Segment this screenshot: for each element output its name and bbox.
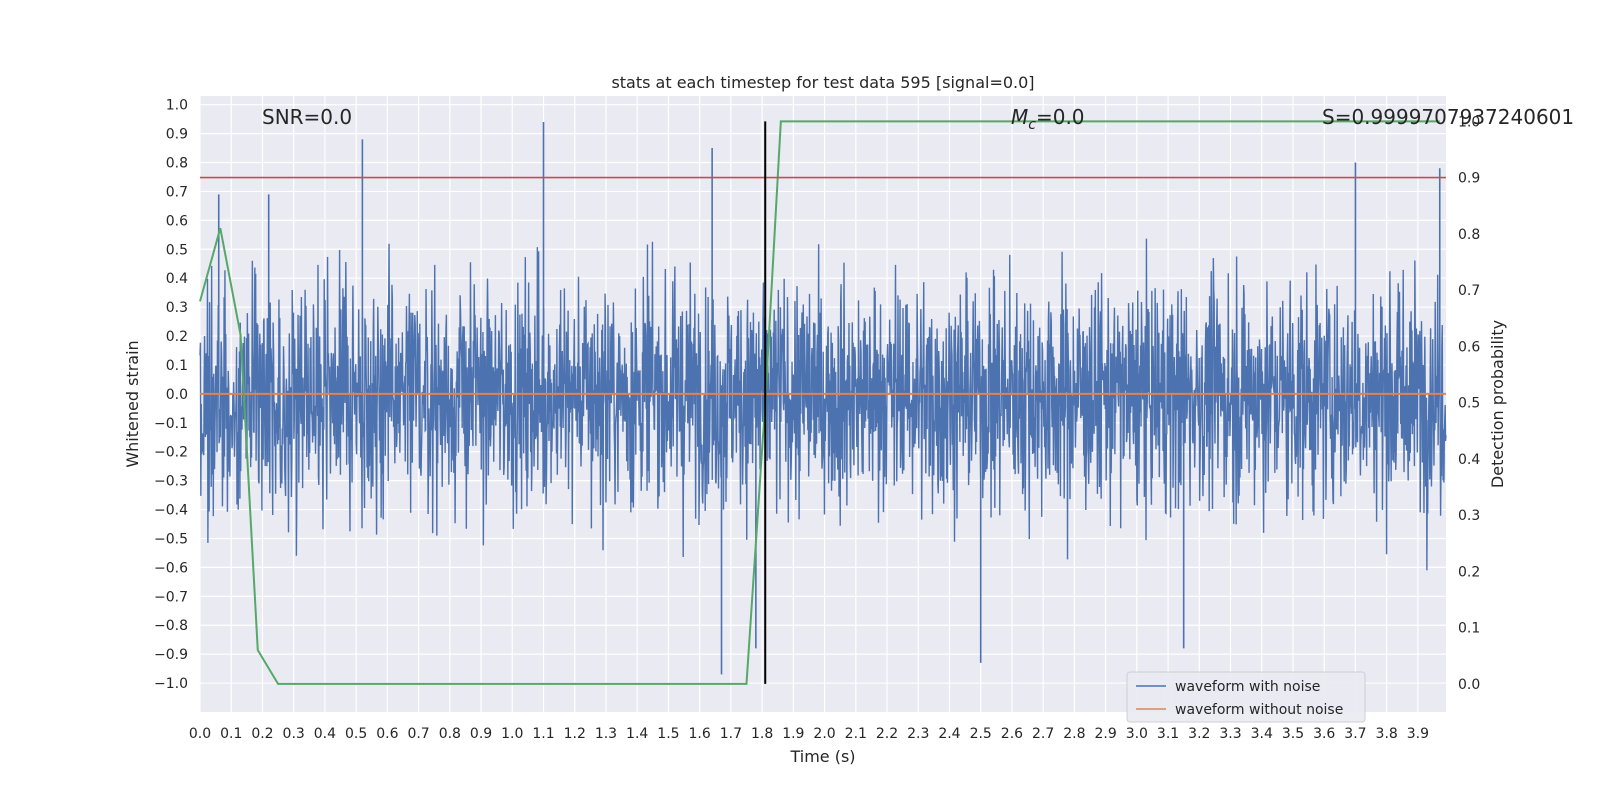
x-tick-label: 2.7 [1032,726,1054,742]
x-tick-label: 0.1 [220,726,242,742]
y2-tick-label: 0.9 [1458,171,1480,187]
y-tick-label: −0.7 [154,589,188,605]
y2-tick-label: 0.2 [1458,564,1480,580]
series-waveform-with-noise [199,122,1447,675]
y-tick-label: 0.0 [166,387,188,403]
mc-subscript: c [1028,117,1036,133]
x-tick-label: 2.0 [813,726,835,742]
y-tick-label: −0.9 [154,647,188,663]
y-tick-label: 0.4 [166,271,188,287]
y-tick-label: −0.3 [154,474,188,490]
x-tick-label: 2.6 [1001,726,1023,742]
y-tick-label: −1.0 [154,676,188,692]
x-tick-label: 0.3 [283,726,305,742]
x-tick-label: 3.5 [1282,726,1304,742]
x-tick-label: 0.0 [189,726,211,742]
y-tick-label: 0.5 [166,242,188,258]
y-tick-label: −0.6 [154,560,188,576]
x-tick-label: 0.6 [376,726,398,742]
noise-trace [199,238,1447,571]
legend-label-clean: waveform without noise [1175,702,1343,718]
x-tick-label: 2.8 [1063,726,1085,742]
x-tick-label: 3.8 [1376,726,1398,742]
y-tick-label: 0.9 [166,127,188,143]
y2-tick-label: 0.1 [1458,621,1480,637]
reference-lines [200,121,1446,684]
mc-value: =0.0 [1036,105,1085,129]
y-ticks: 1.0 0.9 0.8 0.7 0.6 0.5 0.4 0.3 0.2 0.1 0.0 −0.1 −0.… [154,98,188,692]
y2-tick-label: 0.3 [1458,508,1480,524]
y2-tick-label: 0.4 [1458,452,1480,468]
probability-trace [199,120,1440,685]
s-annotation: S=0.9999707937240601 [1322,105,1574,129]
x-tick-label: 1.7 [720,726,742,742]
x-tick-label: 1.2 [564,726,586,742]
y-tick-label: 0.7 [166,184,188,200]
x-tick-label: 2.5 [970,726,992,742]
y-axis-label: Whitened strain [123,340,142,467]
mc-annotation: Mc=0.0 [1011,105,1085,133]
x-tick-label: 3.4 [1251,726,1273,742]
y-tick-label: −0.1 [154,416,188,432]
x-tick-label: 3.6 [1313,726,1335,742]
y2-tick-label: 0.8 [1458,227,1480,243]
x-axis-label: Time (s) [789,747,855,766]
x-tick-label: 1.0 [501,726,523,742]
x-tick-label: 2.1 [845,726,867,742]
x-tick-label: 2.4 [938,726,960,742]
x-tick-label: 1.6 [689,726,711,742]
legend-box [1126,671,1366,723]
snr-annotation: SNR=0.0 [262,105,352,129]
y-tick-label: 0.6 [166,213,188,229]
x-tick-label: 2.9 [1094,726,1116,742]
x-tick-label: 0.2 [251,726,273,742]
chart-title: stats at each timestep for test data 595… [611,73,1034,92]
x-tick-label: 1.8 [751,726,773,742]
x-tick-label: 3.7 [1344,726,1366,742]
y-tick-label: 1.0 [166,98,188,114]
y-tick-label: 0.8 [166,156,188,172]
x-tick-label: 1.1 [532,726,554,742]
legend: waveform with noise waveform without noi… [1126,671,1366,723]
x-tick-label: 0.9 [470,726,492,742]
y2-axis-label: Detection probability [1488,320,1507,488]
legend-label-noise: waveform with noise [1175,679,1320,695]
x-tick-label: 2.3 [907,726,929,742]
y-tick-label: 0.1 [166,358,188,374]
x-tick-label: 1.3 [595,726,617,742]
mc-symbol: M [1011,105,1028,129]
y-tick-label: −0.4 [154,503,188,519]
x-tick-label: 1.9 [782,726,804,742]
x-tick-label: 0.5 [345,726,367,742]
x-tick-label: 3.9 [1407,726,1429,742]
y-tick-label: −0.8 [154,618,188,634]
series-detection-probability [199,120,1440,685]
y2-tick-label: 0.6 [1458,339,1480,355]
x-ticks: 0.0 0.1 0.2 0.3 0.4 0.5 0.6 0.7 0.8 0.9 1.0 1.1 1.2 1… [189,726,1429,742]
x-tick-label: 1.4 [626,726,648,742]
x-tick-label: 3.3 [1219,726,1241,742]
y-tick-label: −0.2 [154,445,188,461]
y2-tick-label: 0.5 [1458,396,1480,412]
y2-tick-label: 0.7 [1458,283,1480,299]
y-tick-label: 0.3 [166,300,188,316]
x-tick-label: 3.2 [1188,726,1210,742]
x-tick-label: 1.5 [657,726,679,742]
x-tick-label: 0.7 [407,726,429,742]
x-tick-label: 3.1 [1157,726,1179,742]
y2-tick-label: 1.0 [1458,114,1480,130]
x-tick-label: 2.2 [876,726,898,742]
x-tick-label: 0.8 [439,726,461,742]
y2-ticks: 1.0 0.9 0.8 0.7 0.6 0.5 0.4 0.3 0.2 0.1 0.0 [1458,114,1480,693]
x-tick-label: 3.0 [1126,726,1148,742]
y-tick-label: 0.2 [166,329,188,345]
y2-tick-label: 0.0 [1458,677,1480,693]
y-tick-label: −0.5 [154,531,188,547]
x-tick-label: 0.4 [314,726,336,742]
